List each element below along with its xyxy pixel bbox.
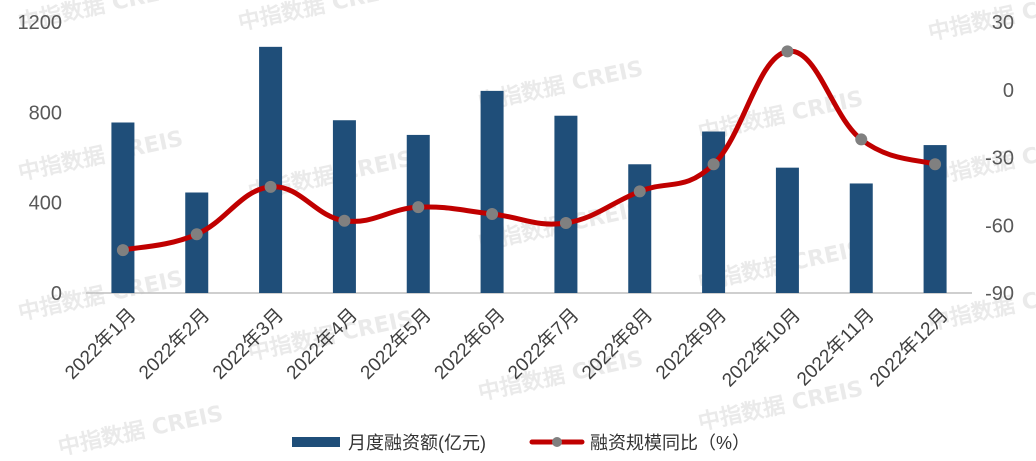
legend: 月度融资额(亿元) 融资规模同比（%） — [292, 433, 750, 453]
bar — [923, 145, 947, 293]
right-axis-tick-label: -90 — [985, 283, 1014, 305]
x-axis-tick-label: 2022年12月 — [865, 304, 952, 391]
x-axis-tick-label: 2022年10月 — [718, 304, 805, 391]
x-axis-tick-label: 2022年6月 — [430, 304, 510, 384]
watermark-text: 中指数据 CREIS — [236, 0, 406, 36]
line-point — [264, 180, 277, 193]
line-point — [190, 228, 203, 241]
line-point — [855, 133, 868, 146]
bar — [554, 115, 578, 294]
right-axis-tick-label: -60 — [985, 215, 1014, 237]
watermark-text: 中指数据 CREIS — [56, 401, 226, 461]
bar — [332, 120, 356, 293]
bar — [775, 167, 799, 293]
right-axis-ticks: -90 -60 -30 0 30 — [985, 12, 1014, 305]
left-axis-tick-label: 400 — [29, 193, 62, 215]
legend-bar-swatch — [292, 437, 340, 447]
legend-line-label: 融资规模同比（%） — [590, 433, 750, 453]
watermark-text: 中指数据 CREIS — [696, 376, 866, 436]
right-axis-tick-label: 0 — [1003, 80, 1014, 102]
legend-line-marker — [552, 437, 562, 447]
watermark-text: 中指数据 CREIS — [926, 0, 1036, 46]
x-axis-tick-label: 2022年9月 — [651, 304, 731, 384]
legend-bar-label: 月度融资额(亿元) — [348, 433, 486, 453]
line-point — [338, 214, 351, 227]
right-axis-tick-label: 30 — [992, 12, 1014, 34]
bar — [259, 46, 283, 293]
left-axis-ticks: 0 400 800 1200 — [18, 12, 63, 305]
line-point — [707, 158, 720, 171]
bar — [111, 122, 135, 293]
left-axis-tick-label: 1200 — [18, 12, 63, 34]
bar — [406, 134, 430, 293]
line-point — [412, 201, 425, 214]
watermark-layer: 中指数据 CREIS 中指数据 CREIS 中指数据 CREIS 中指数据 CREIS… — [16, 0, 1036, 461]
right-axis-tick-label: -30 — [985, 148, 1014, 170]
watermark-text: 中指数据 CREIS — [696, 0, 866, 6]
bar — [480, 90, 504, 293]
left-axis-tick-label: 800 — [29, 102, 62, 124]
x-axis-tick-label: 2022年2月 — [134, 304, 214, 384]
left-axis-tick-label: 0 — [51, 283, 62, 305]
bar — [849, 183, 873, 293]
bar — [628, 164, 652, 293]
line-point — [929, 158, 942, 171]
line-point — [633, 185, 646, 198]
yoy-line-points — [116, 45, 942, 257]
line-point — [116, 244, 129, 257]
watermark-text: 中指数据 CREIS — [16, 266, 186, 326]
line-point — [781, 45, 794, 58]
line-point — [559, 216, 572, 229]
x-axis-tick-label: 2022年1月 — [61, 304, 141, 384]
line-point — [486, 207, 499, 220]
bar — [185, 192, 209, 293]
watermark-text: 中指数据 CREIS — [16, 126, 186, 186]
